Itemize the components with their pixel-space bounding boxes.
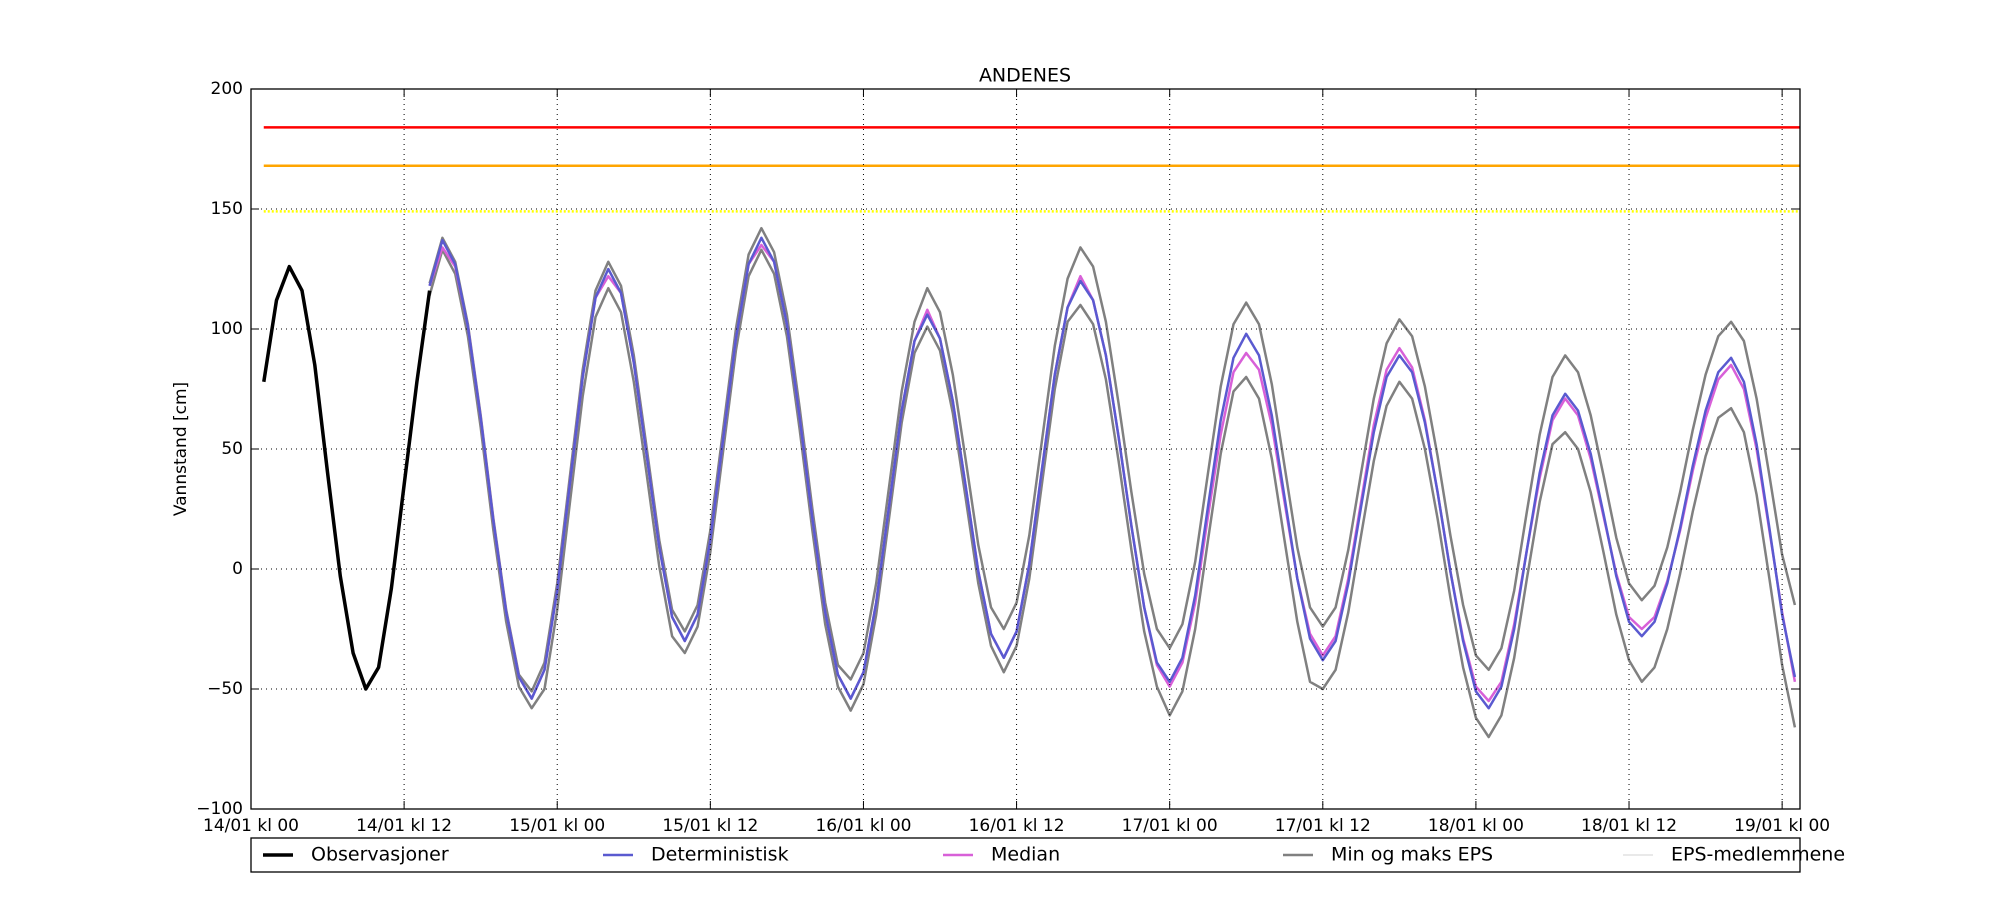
x-tick-label: 17/01 kl 12 [1275,816,1371,836]
x-tick-label: 15/01 kl 00 [509,816,605,836]
series-line [428,243,1797,703]
y-tick-label: −100 [196,799,243,819]
x-tick-label: 14/01 kl 12 [356,816,452,836]
y-tick-label: 200 [211,79,243,99]
legend-label: Min og maks EPS [1331,844,1493,866]
series-line [428,236,1797,710]
x-tick-label: 15/01 kl 12 [662,816,758,836]
x-tick-label: 17/01 kl 00 [1122,816,1218,836]
y-tick-label: 0 [232,559,243,579]
y-tick-label: −50 [207,679,243,699]
plot-area [262,126,1800,739]
x-tick-label: 16/01 kl 12 [969,816,1065,836]
x-tick-label: 18/01 kl 00 [1428,816,1524,836]
legend-label: Observasjoner [311,844,449,866]
legend-label: Deterministisk [651,844,789,866]
legend-label: EPS-medlemmene [1671,844,1845,866]
chart-title: ANDENES [979,65,1071,87]
series-line [428,248,1797,739]
x-tick-label: 19/01 kl 00 [1734,816,1830,836]
y-tick-label: 50 [221,439,243,459]
y-tick-label: 150 [211,199,243,219]
legend-frame [250,837,1801,873]
y-axis-label: Vannstand [cm] [171,382,191,516]
y-tick-label: 100 [211,319,243,339]
legend-label: Median [991,844,1060,866]
x-tick-label: 18/01 kl 12 [1581,816,1677,836]
series-line [262,264,432,691]
x-tick-label: 16/01 kl 00 [815,816,911,836]
x-tick-label: 14/01 kl 00 [203,816,299,836]
